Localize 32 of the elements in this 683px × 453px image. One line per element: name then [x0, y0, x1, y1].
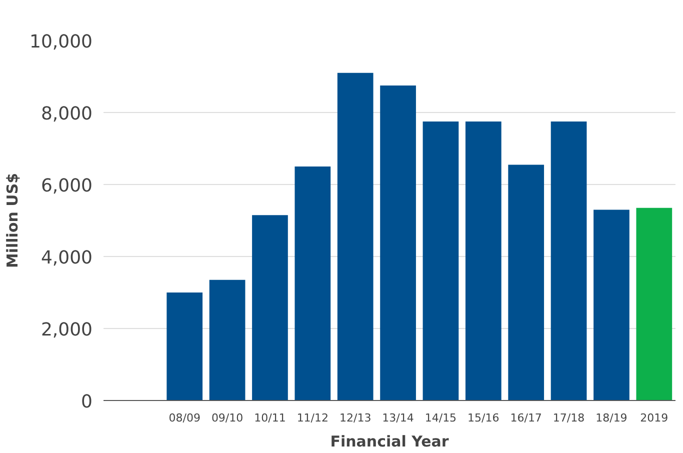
x-tick-label: 13/14 [382, 412, 414, 424]
x-tick-label: 10/11 [254, 412, 286, 424]
x-tick-label: 14/15 [424, 412, 457, 424]
bar [594, 210, 630, 400]
bar [294, 166, 331, 400]
bar [422, 122, 459, 400]
x-tick-label: 16/17 [510, 412, 542, 424]
bar [166, 292, 203, 400]
bar [636, 208, 672, 400]
bar [252, 215, 288, 400]
x-tick-label: 09/10 [211, 412, 244, 424]
bar [465, 122, 502, 400]
y-tick-label: 2,000 [40, 320, 92, 340]
y-tick-label: 0 [81, 392, 92, 412]
bar [550, 122, 587, 400]
bar [380, 86, 416, 400]
y-tick-label: 8,000 [40, 104, 92, 124]
x-tick-label: 2019 [640, 412, 668, 424]
y-tick-label: 6,000 [40, 176, 92, 196]
y-tick-label: 4,000 [40, 248, 92, 268]
bar [508, 164, 544, 400]
x-tick-label: 15/16 [468, 412, 500, 424]
x-tick-label: 08/09 [168, 412, 200, 424]
bar [209, 280, 246, 400]
y-tick-label: 10,000 [30, 32, 92, 52]
x-tick-label: 17/18 [552, 412, 585, 424]
bar [337, 72, 374, 400]
x-axis-title: Financial Year [330, 432, 450, 450]
x-tick-label: 12/13 [340, 412, 372, 424]
x-tick-label: 11/12 [296, 412, 329, 424]
y-axis-title: Million US$ [4, 172, 22, 268]
x-tick-label: 18/19 [596, 412, 628, 424]
